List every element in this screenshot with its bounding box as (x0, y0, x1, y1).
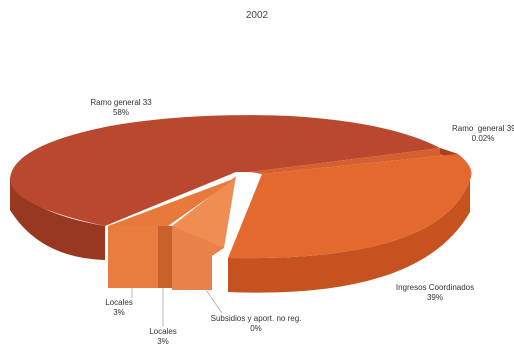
slice-ramo-general-39-top (250, 148, 458, 174)
slice-value: 3% (113, 308, 125, 317)
slice-ingresos-coordinados-top (228, 154, 472, 259)
slice-ingresos-coordinados-side (228, 180, 470, 293)
slice-label-ramo-general-33: Ramo general 33 58% (76, 98, 166, 118)
slice-name: Locales (105, 298, 133, 307)
slice-locales-1-side (108, 226, 158, 288)
slice-value: 58% (112, 108, 129, 117)
slice-subsidios-side (172, 226, 224, 290)
slice-label-subsidios: Subsidios y aport. no reg. 0% (200, 314, 312, 334)
slice-label-locales-2: Locales 3% (140, 327, 186, 346)
slice-locales-1-top (108, 178, 236, 226)
slice-name: Ramo general 39 (452, 124, 514, 133)
slice-ramo-general-33-side (10, 178, 105, 260)
slice-name: Locales (149, 327, 177, 336)
slice-name: Subsidios y aport. no reg. (210, 314, 302, 323)
slice-value: 0% (250, 324, 262, 333)
slice-value: 0.02% (471, 134, 495, 143)
slice-ramo-general-33-top (9, 115, 440, 226)
chart-title: 2002 (245, 10, 269, 21)
slice-name: Ramo general 33 (90, 98, 152, 107)
slice-value: 39% (426, 293, 443, 302)
slice-value: 3% (157, 337, 169, 346)
slice-locales-2-side (158, 226, 172, 288)
slice-label-ingresos-coordinados: Ingresos Coordinados 39% (380, 283, 490, 303)
slice-label-locales-1: Locales 3% (96, 298, 142, 318)
slice-name: Ingresos Coordinados (395, 283, 475, 292)
slice-label-ramo-general-39: Ramo general 39 0.02% (452, 124, 514, 144)
leader-line-subsidios (205, 289, 223, 314)
